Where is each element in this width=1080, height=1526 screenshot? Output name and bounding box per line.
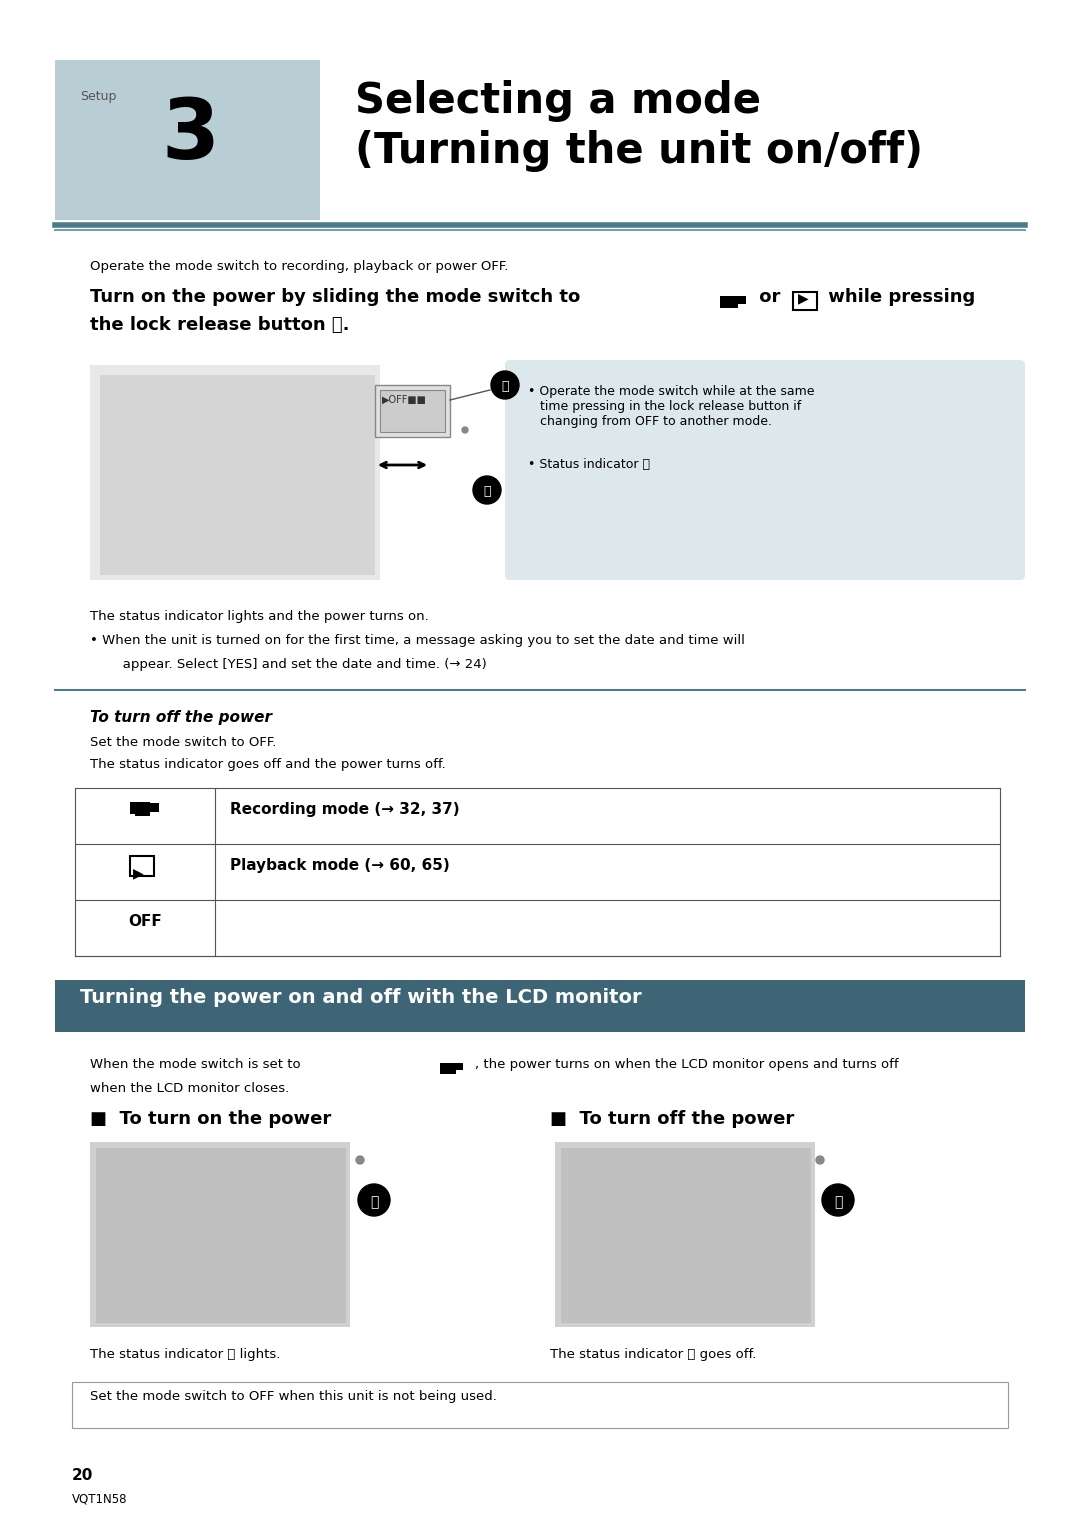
Circle shape (822, 1184, 854, 1216)
Bar (100, 375, 375, 575)
Circle shape (491, 371, 519, 398)
Text: Selecting a mode: Selecting a mode (355, 79, 761, 122)
Bar (555, 1141, 815, 1328)
Bar (96, 1148, 346, 1323)
Text: The status indicator Ⓐ lights.: The status indicator Ⓐ lights. (90, 1347, 281, 1361)
Bar (720, 308, 724, 311)
Text: The status indicator lights and the power turns on.: The status indicator lights and the powe… (90, 610, 429, 623)
Text: Recording mode (→ 32, 37): Recording mode (→ 32, 37) (230, 803, 460, 816)
Text: Operate the mode switch to recording, playback or power OFF.: Operate the mode switch to recording, pl… (90, 259, 509, 273)
Bar (380, 391, 445, 432)
Text: 3: 3 (161, 95, 219, 175)
Text: , the power turns on when the LCD monitor opens and turns off: , the power turns on when the LCD monito… (475, 1058, 899, 1071)
Text: or: or (753, 288, 781, 307)
Bar (130, 856, 154, 876)
Text: when the LCD monitor closes.: when the LCD monitor closes. (90, 1082, 289, 1096)
Text: 20: 20 (72, 1468, 93, 1483)
Bar (561, 1148, 811, 1323)
Text: To turn off the power: To turn off the power (90, 710, 272, 725)
Text: ▶: ▶ (133, 865, 144, 881)
Bar (510, 365, 1020, 575)
Text: the lock release button Ⓐ.: the lock release button Ⓐ. (90, 316, 350, 334)
Bar (793, 291, 816, 310)
Text: • Operate the mode switch while at the same
   time pressing in the lock release: • Operate the mode switch while at the s… (528, 385, 814, 427)
Circle shape (816, 1157, 824, 1164)
Text: VQT1N58: VQT1N58 (72, 1492, 127, 1505)
Text: ■  To turn off the power: ■ To turn off the power (550, 1109, 794, 1128)
Text: Setup: Setup (80, 90, 117, 102)
Text: Set the mode switch to OFF when this unit is not being used.: Set the mode switch to OFF when this uni… (90, 1390, 497, 1402)
Text: ■  To turn on the power: ■ To turn on the power (90, 1109, 332, 1128)
Bar (738, 296, 746, 304)
Text: Ⓐ: Ⓐ (501, 380, 509, 394)
Bar (375, 385, 450, 436)
Text: Playback mode (→ 60, 65): Playback mode (→ 60, 65) (230, 858, 449, 873)
Text: ▶: ▶ (798, 291, 809, 305)
Text: Turn on the power by sliding the mode switch to: Turn on the power by sliding the mode sw… (90, 288, 580, 307)
Bar (130, 813, 135, 819)
Text: OFF: OFF (129, 914, 162, 929)
Text: Ⓐ: Ⓐ (834, 1195, 842, 1209)
Bar (720, 296, 738, 308)
Bar (55, 60, 320, 220)
Bar (90, 365, 380, 580)
Circle shape (473, 476, 501, 504)
Text: Turning the power on and off with the LCD monitor: Turning the power on and off with the LC… (80, 987, 642, 1007)
Text: The status indicator goes off and the power turns off.: The status indicator goes off and the po… (90, 758, 446, 771)
FancyBboxPatch shape (505, 360, 1025, 580)
Circle shape (462, 427, 468, 433)
Bar (150, 803, 159, 812)
Bar (90, 1141, 350, 1328)
Circle shape (357, 1184, 390, 1216)
Circle shape (356, 1157, 364, 1164)
Text: ▶OFF■■: ▶OFF■■ (382, 395, 427, 404)
Text: When the mode switch is set to: When the mode switch is set to (90, 1058, 300, 1071)
Bar (72, 1383, 1008, 1428)
Text: (Turning the unit on/off): (Turning the unit on/off) (355, 130, 923, 172)
Bar (55, 980, 1025, 1032)
Bar (130, 803, 150, 816)
Text: Ⓑ: Ⓑ (483, 485, 490, 497)
Bar (456, 1064, 463, 1070)
Text: while pressing: while pressing (822, 288, 975, 307)
Text: appear. Select [YES] and set the date and time. (→ 24): appear. Select [YES] and set the date an… (110, 658, 487, 671)
Bar (440, 1064, 456, 1074)
Text: Set the mode switch to OFF.: Set the mode switch to OFF. (90, 736, 276, 749)
Text: The status indicator Ⓐ goes off.: The status indicator Ⓐ goes off. (550, 1347, 756, 1361)
Text: • Status indicator Ⓑ: • Status indicator Ⓑ (528, 458, 650, 472)
Text: • When the unit is turned on for the first time, a message asking you to set the: • When the unit is turned on for the fir… (90, 633, 745, 647)
Text: Ⓐ: Ⓐ (369, 1195, 378, 1209)
